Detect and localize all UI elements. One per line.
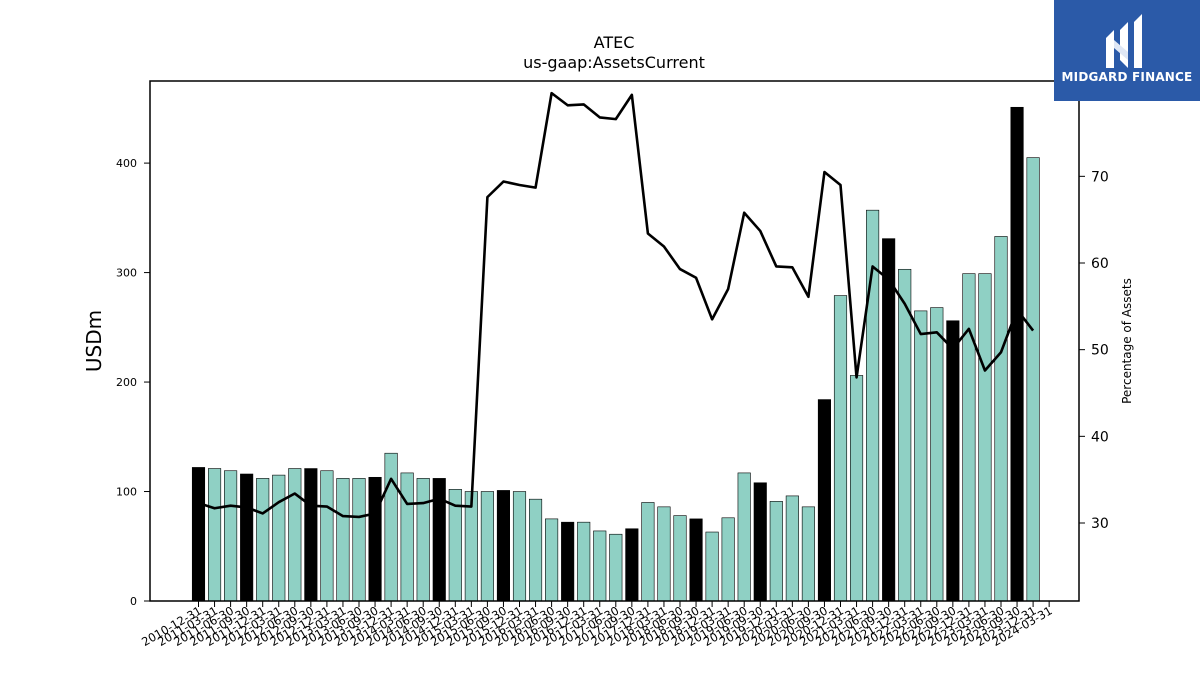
bar-2013-06-30 [352, 478, 366, 602]
y2-axis-ticks: 30 40 50 60 70 [1079, 169, 1109, 532]
bar-2019-09-30 [753, 482, 767, 602]
y-tick-label: 300 [116, 267, 137, 280]
bar-2017-12-31 [641, 502, 655, 602]
y2-tick-label: 30 [1091, 516, 1109, 532]
logo: MIDGARD FINANCE [1054, 0, 1200, 101]
bar-2015-03-31 [464, 491, 478, 602]
chart-title: ATEC [594, 33, 635, 52]
bar-2023-06-30 [994, 236, 1008, 602]
bar-2016-06-30 [545, 518, 559, 602]
bar-2019-12-31 [769, 501, 783, 602]
bar-2017-09-30 [625, 528, 639, 602]
bar-2023-03-31 [978, 273, 992, 602]
bar-2013-03-31 [336, 478, 350, 602]
bar-2015-12-31 [512, 491, 527, 602]
bar-2018-12-31 [705, 531, 719, 602]
bar-2016-09-30 [561, 521, 575, 602]
bar-2020-09-30 [817, 399, 832, 602]
bar-2022-03-31 [914, 310, 928, 602]
bar-2011-06-30 [224, 470, 238, 602]
bar-2016-12-31 [577, 521, 591, 602]
bar-2022-06-30 [930, 307, 944, 602]
y-tick-label: 100 [116, 486, 137, 499]
bar-2019-03-31 [721, 517, 735, 602]
bar-2023-09-30 [1010, 106, 1024, 602]
y-tick-label: 200 [116, 376, 137, 389]
y-tick-label: 0 [130, 595, 137, 608]
bar-2011-09-30 [240, 473, 254, 602]
logo-text: MIDGARD FINANCE [1061, 70, 1193, 84]
bar-2014-06-30 [416, 478, 430, 602]
y2-tick-label: 40 [1091, 429, 1109, 445]
bar-2011-03-31 [208, 468, 222, 602]
bar-2018-03-31 [657, 506, 671, 602]
line-series [198, 91, 1035, 519]
bar-2014-09-30 [432, 478, 446, 602]
y-axis-label: USDm [82, 310, 106, 372]
bar-2017-03-31 [593, 530, 607, 602]
percentage-line [198, 91, 1035, 519]
y-tick-label: 400 [116, 157, 137, 170]
y2-tick-label: 70 [1091, 169, 1109, 185]
bar-2012-06-30 [288, 468, 302, 602]
bar-2012-09-30 [304, 468, 318, 602]
bar-2016-03-31 [528, 498, 543, 602]
bar-2013-12-31 [384, 452, 398, 602]
bar-2011-12-31 [256, 478, 270, 602]
plot-frame [149, 80, 1080, 602]
y2-tick-label: 60 [1091, 256, 1109, 272]
bar-2012-12-31 [320, 470, 334, 602]
y-axis-ticks: 0 100 200 300 400 [116, 157, 150, 608]
bar-2020-06-30 [801, 506, 815, 602]
bar-2020-12-31 [833, 295, 848, 602]
x-axis-ticks: 2010-12-312011-03-312011-06-302011-09-30… [139, 601, 1055, 649]
midgard-m-icon [1106, 14, 1142, 68]
bar-2022-12-31 [962, 273, 976, 602]
bar-2014-03-31 [400, 472, 414, 602]
bar-2012-03-31 [272, 474, 286, 602]
bar-2022-09-30 [946, 320, 960, 602]
bar-2020-03-31 [785, 495, 799, 602]
y2-axis-label: Percentage of Assets [1120, 278, 1134, 404]
bar-2015-06-30 [480, 491, 494, 602]
bar-series [191, 106, 1040, 602]
chart-subtitle: us-gaap:AssetsCurrent [523, 53, 705, 72]
bar-2019-06-30 [737, 472, 751, 602]
bar-2018-09-30 [689, 518, 703, 602]
bar-2013-09-30 [368, 476, 382, 602]
bar-2021-12-31 [898, 268, 912, 602]
bar-2023-12-31 [1026, 157, 1040, 602]
bar-2015-09-30 [496, 490, 511, 602]
bar-2017-06-30 [609, 533, 623, 602]
y2-tick-label: 50 [1091, 343, 1109, 359]
bar-2018-06-30 [673, 515, 687, 602]
bar-2021-09-30 [882, 238, 896, 602]
bar-2010-12-31 [191, 467, 206, 602]
bar-2021-03-31 [849, 375, 864, 602]
